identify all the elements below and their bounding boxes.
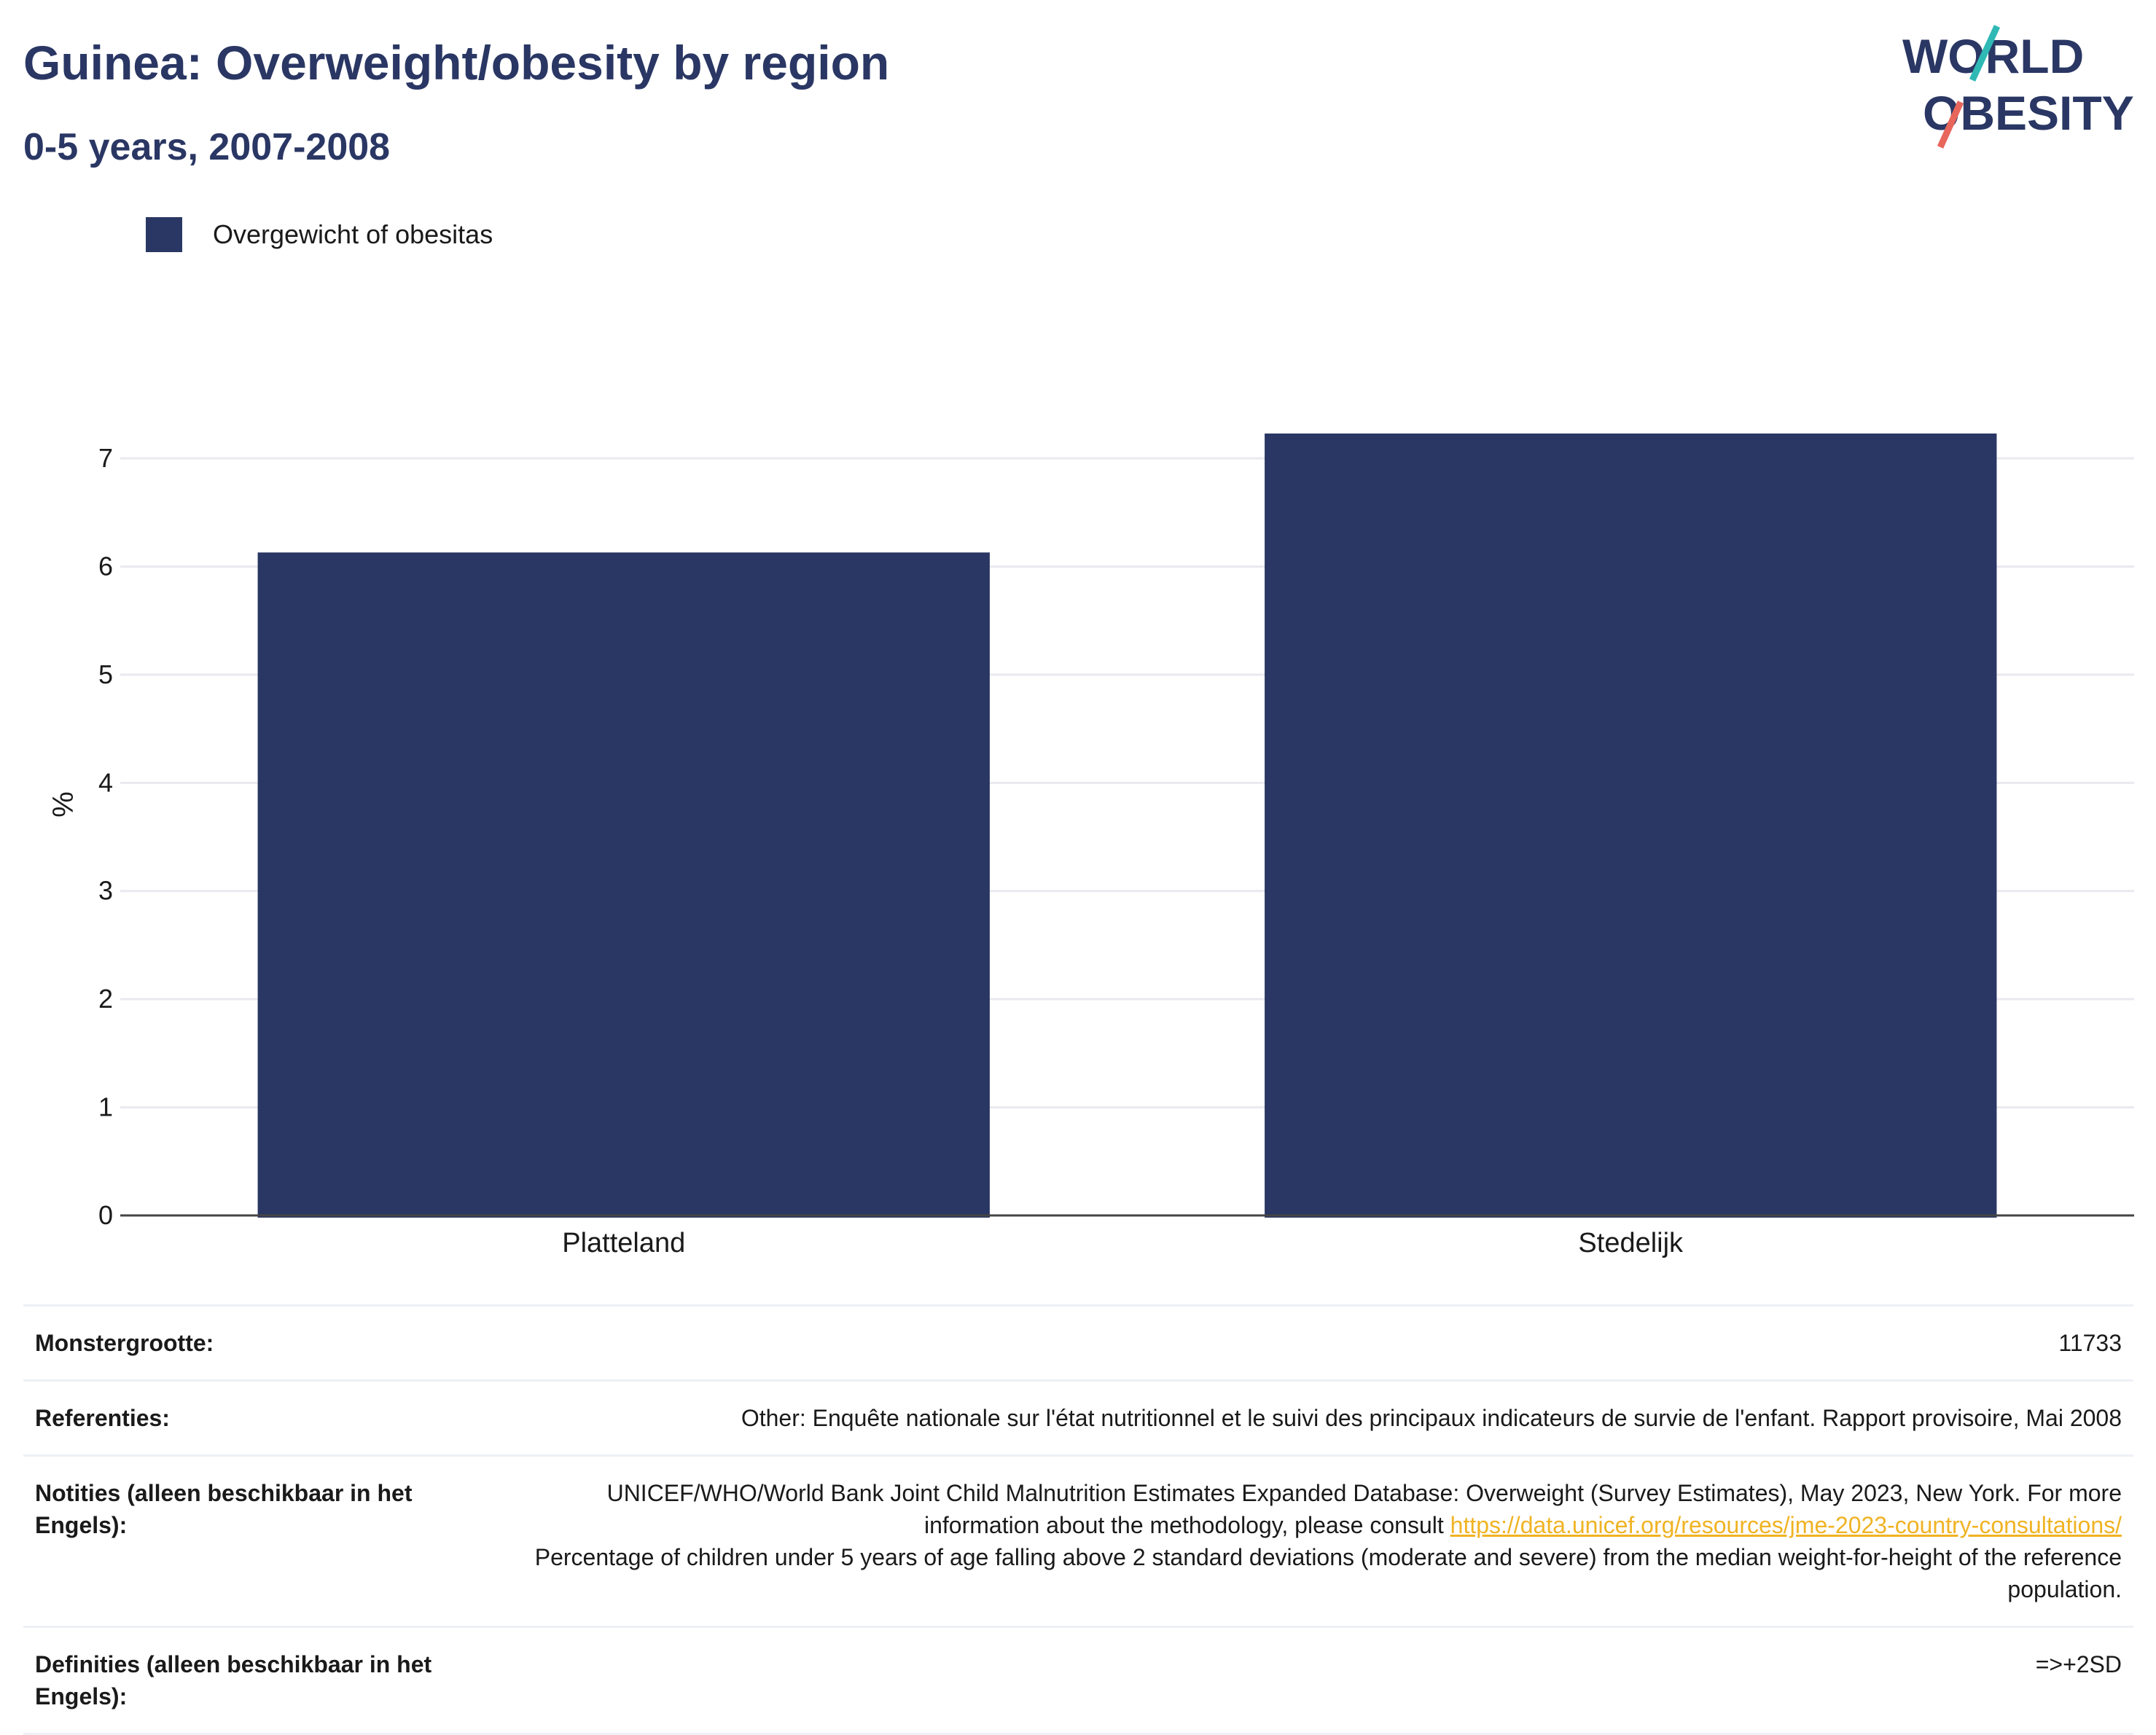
meta-row-sample: Monstergrootte: 11733 (23, 1304, 2133, 1379)
legend-swatch (146, 217, 182, 252)
world-obesity-logo: WORLD OBESITY (1902, 25, 2134, 149)
y-tick-label: 0 (98, 1200, 113, 1230)
y-tick-label: 5 (98, 659, 113, 689)
y-tick-label: 1 (98, 1092, 113, 1122)
meta-row-defs: Definities (alleen beschikbaar in het En… (23, 1626, 2133, 1735)
meta-val-sample: 11733 (2058, 1330, 2122, 1356)
x-tick-label: Platteland (562, 1228, 685, 1258)
meta-key-sample: Monstergrootte: (35, 1330, 214, 1356)
x-tick-label: Stedelijk (1578, 1228, 1684, 1258)
y-tick-label: 6 (98, 551, 113, 581)
chart-title: Guinea: Overweight/obesity by region (23, 36, 890, 90)
meta-val-defs: =>+2SD (2035, 1651, 2122, 1677)
meta-val-notes: UNICEF/WHO/World Bank Joint Child Malnut… (501, 1457, 2133, 1626)
y-tick-label: 4 (98, 767, 113, 797)
y-tick-label: 7 (98, 443, 113, 473)
metadata-table: Monstergrootte: 11733 Referenties: Other… (23, 1304, 2133, 1735)
y-axis-title: % (46, 791, 78, 818)
meta-row-notes: Notities (alleen beschikbaar in het Enge… (23, 1454, 2133, 1626)
bar (1265, 433, 1997, 1218)
chart-subtitle: 0-5 years, 2007-2008 (23, 126, 391, 168)
meta-key-refs: Referenties: (35, 1405, 170, 1431)
y-tick-label: 2 (98, 984, 113, 1014)
notes-text-a: UNICEF/WHO/World Bank Joint Child Malnut… (606, 1480, 2122, 1538)
y-tick-label: 3 (98, 876, 113, 906)
bar (257, 552, 990, 1218)
bar-chart: 0 1 2 3 4 5 6 7 Platteland Stedelijk% (46, 433, 2134, 1258)
notes-link[interactable]: https://data.unicef.org/resources/jme-20… (1450, 1512, 2122, 1538)
notes-text-b: Percentage of children under 5 years of … (534, 1544, 2122, 1602)
legend-label: Overgewicht of obesitas (213, 219, 493, 249)
meta-row-refs: Referenties: Other: Enquête nationale su… (23, 1379, 2133, 1454)
meta-val-refs: Other: Enquête nationale sur l'état nutr… (741, 1405, 2122, 1431)
meta-key-defs: Definities (alleen beschikbaar in het En… (35, 1651, 432, 1709)
legend[interactable]: Overgewicht of obesitas (146, 217, 493, 252)
meta-key-notes: Notities (alleen beschikbaar in het Enge… (35, 1480, 413, 1538)
